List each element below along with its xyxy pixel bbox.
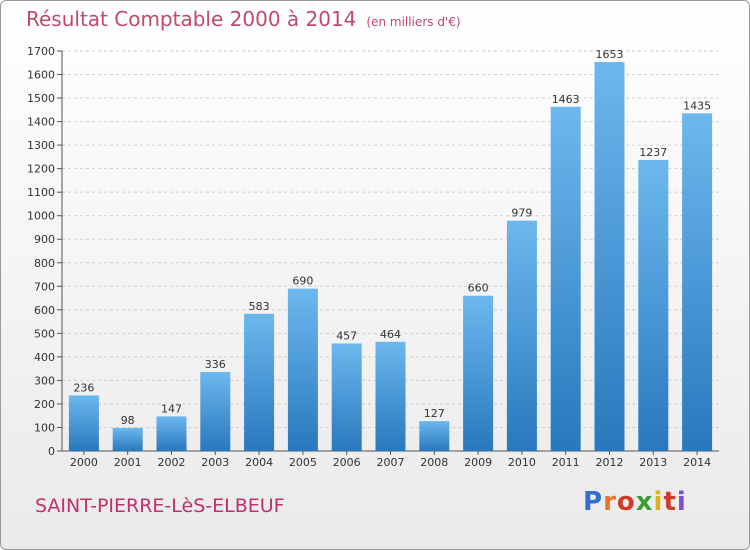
place-name: SAINT-PIERRE-LèS-ELBEUF bbox=[35, 495, 285, 517]
x-tick-label: 2000 bbox=[70, 456, 98, 469]
y-tick-label: 1200 bbox=[27, 163, 55, 176]
x-tick-label: 2011 bbox=[552, 456, 580, 469]
bar bbox=[419, 421, 450, 451]
y-tick-label: 100 bbox=[34, 421, 55, 434]
x-tick-label: 2007 bbox=[377, 456, 405, 469]
y-tick-label: 1000 bbox=[27, 210, 55, 223]
bar bbox=[375, 341, 406, 451]
logo-letter: i bbox=[676, 487, 687, 517]
x-tick-label: 2004 bbox=[245, 456, 273, 469]
x-tick-label: 2013 bbox=[639, 456, 667, 469]
bar-value-label: 1237 bbox=[639, 146, 667, 159]
y-tick-label: 400 bbox=[34, 351, 55, 364]
logo-letter: i bbox=[653, 487, 664, 517]
bar bbox=[287, 288, 318, 451]
bar-value-label: 98 bbox=[121, 414, 135, 427]
bar bbox=[244, 313, 275, 451]
bar-value-label: 147 bbox=[161, 402, 182, 415]
y-tick-label: 1400 bbox=[27, 116, 55, 129]
bar bbox=[638, 159, 669, 452]
logo-letter: t bbox=[663, 487, 677, 517]
x-tick-label: 2001 bbox=[114, 456, 142, 469]
x-tick-label: 2006 bbox=[333, 456, 361, 469]
bar-value-label: 660 bbox=[468, 282, 489, 295]
bar-value-label: 979 bbox=[511, 207, 532, 220]
bar-value-label: 464 bbox=[380, 328, 401, 341]
y-tick-label: 1300 bbox=[27, 139, 55, 152]
logo-letter: r bbox=[603, 487, 617, 517]
y-tick-label: 1500 bbox=[27, 92, 55, 105]
bar bbox=[463, 295, 494, 451]
logo-letter: x bbox=[635, 487, 654, 517]
y-tick-label: 200 bbox=[34, 398, 55, 411]
x-tick-label: 2003 bbox=[201, 456, 229, 469]
bar-value-label: 1653 bbox=[596, 48, 624, 61]
bar bbox=[331, 343, 362, 451]
bar bbox=[594, 62, 625, 451]
bar-value-label: 236 bbox=[73, 381, 94, 394]
y-tick-label: 1700 bbox=[27, 45, 55, 58]
bar bbox=[200, 371, 231, 451]
x-tick-label: 2014 bbox=[683, 456, 711, 469]
proxiti-logo: Proxiti bbox=[583, 487, 687, 517]
x-tick-label: 2008 bbox=[420, 456, 448, 469]
y-tick-label: 500 bbox=[34, 327, 55, 340]
bar bbox=[156, 416, 187, 451]
bar-value-label: 1463 bbox=[552, 93, 580, 106]
bar bbox=[112, 427, 143, 451]
chart-subtitle: (en milliers d'€) bbox=[366, 15, 461, 29]
bar-value-label: 127 bbox=[424, 407, 445, 420]
bar bbox=[68, 395, 99, 451]
y-tick-label: 0 bbox=[48, 445, 55, 458]
bar-value-label: 1435 bbox=[683, 99, 711, 112]
y-tick-label: 800 bbox=[34, 257, 55, 270]
x-tick-label: 2010 bbox=[508, 456, 536, 469]
y-tick-label: 900 bbox=[34, 233, 55, 246]
y-tick-label: 1600 bbox=[27, 69, 55, 82]
x-tick-label: 2012 bbox=[596, 456, 624, 469]
x-tick-label: 2002 bbox=[158, 456, 186, 469]
bar-value-label: 690 bbox=[292, 275, 313, 288]
y-tick-label: 1100 bbox=[27, 186, 55, 199]
x-tick-label: 2009 bbox=[464, 456, 492, 469]
bar bbox=[682, 113, 713, 452]
bar-value-label: 336 bbox=[205, 358, 226, 371]
logo-letter: P bbox=[583, 487, 604, 517]
logo-letter: o bbox=[616, 487, 636, 517]
x-tick-label: 2005 bbox=[289, 456, 317, 469]
bar-value-label: 583 bbox=[249, 300, 270, 313]
chart-title: Résultat Comptable 2000 à 2014 (en millie… bbox=[26, 7, 461, 31]
bar bbox=[506, 220, 537, 451]
bar bbox=[550, 106, 581, 451]
y-tick-label: 700 bbox=[34, 280, 55, 293]
bar-value-label: 457 bbox=[336, 329, 357, 342]
y-tick-label: 600 bbox=[34, 304, 55, 317]
title-text: Résultat Comptable 2000 à 2014 bbox=[26, 7, 357, 31]
y-tick-label: 300 bbox=[34, 374, 55, 387]
